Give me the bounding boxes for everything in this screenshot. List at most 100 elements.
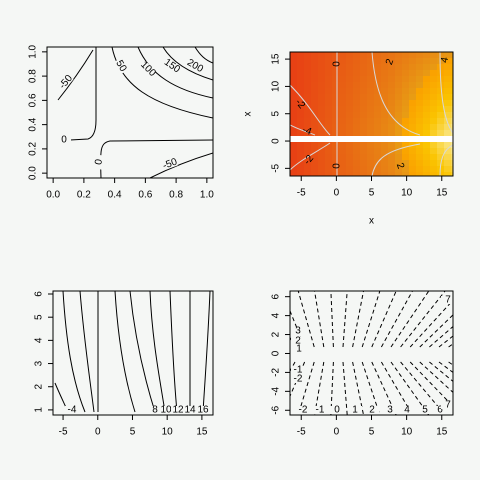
heat-cell bbox=[451, 94, 453, 101]
heat-cell bbox=[360, 160, 368, 167]
heat-cell bbox=[388, 88, 396, 95]
y-tick-label: -6 bbox=[271, 405, 282, 414]
x-tick-label: 10 bbox=[162, 427, 174, 438]
heat-cell bbox=[332, 166, 340, 173]
heat-cell bbox=[360, 52, 368, 59]
heat-cell bbox=[409, 58, 417, 65]
heat-cell bbox=[346, 106, 354, 113]
heat-cell bbox=[374, 118, 382, 125]
heat-cell bbox=[304, 124, 312, 131]
heat-cell bbox=[381, 58, 389, 65]
heat-cell bbox=[332, 64, 340, 71]
heat-cell bbox=[290, 100, 298, 107]
heat-cell bbox=[367, 130, 375, 137]
heat-cell bbox=[395, 70, 403, 77]
heat-cell bbox=[332, 94, 340, 101]
heat-cell bbox=[416, 70, 424, 77]
heat-cell bbox=[304, 100, 312, 107]
label-bg bbox=[383, 406, 397, 414]
heat-cell bbox=[318, 70, 326, 77]
heat-cell bbox=[416, 106, 424, 113]
contour-label: 4 bbox=[439, 56, 451, 64]
heat-cell bbox=[388, 52, 396, 59]
heat-cell bbox=[409, 172, 417, 176]
label-bg bbox=[140, 61, 156, 77]
contour-line bbox=[290, 84, 331, 136]
heat-cell bbox=[402, 58, 410, 65]
heat-cell bbox=[360, 100, 368, 107]
heat-cell bbox=[346, 172, 354, 176]
contour-label: 0 bbox=[332, 61, 343, 67]
contour-line bbox=[100, 139, 213, 178]
heat-cell bbox=[423, 88, 431, 95]
heat-cell bbox=[437, 88, 445, 95]
heat-cell bbox=[297, 112, 305, 119]
heat-cell bbox=[437, 148, 445, 155]
heat-cell bbox=[311, 64, 319, 71]
heat-cell bbox=[430, 82, 438, 89]
heat-cell bbox=[353, 106, 361, 113]
heat-cell bbox=[388, 100, 396, 107]
heat-cell bbox=[318, 166, 326, 173]
y-tick-label: 6 bbox=[34, 291, 45, 297]
heat-cell bbox=[423, 94, 431, 101]
heat-cell bbox=[423, 148, 431, 155]
heat-cell bbox=[402, 118, 410, 125]
contour-line bbox=[371, 291, 397, 348]
heat-cell bbox=[311, 166, 319, 173]
contour-line bbox=[361, 361, 381, 415]
heat-cell bbox=[388, 166, 396, 173]
x-tick-label: 5 bbox=[130, 427, 136, 438]
heat-cell bbox=[311, 58, 319, 65]
heat-cell bbox=[451, 106, 453, 113]
heat-cell bbox=[430, 160, 438, 167]
heat-cell bbox=[346, 64, 354, 71]
heat-cell bbox=[451, 166, 453, 173]
heat-cell bbox=[381, 172, 389, 176]
heat-cell bbox=[423, 106, 431, 113]
heat-cell bbox=[402, 82, 410, 89]
label-bg bbox=[291, 366, 305, 374]
heat-cell bbox=[332, 130, 340, 137]
heat-cell bbox=[423, 166, 431, 173]
heat-gap bbox=[290, 136, 453, 142]
heat-cell bbox=[360, 88, 368, 95]
y-tick-label: -4 bbox=[271, 386, 282, 395]
heat-cell bbox=[311, 148, 319, 155]
heat-cell bbox=[367, 82, 375, 89]
heat-cell bbox=[332, 58, 340, 65]
label-bg bbox=[296, 406, 310, 414]
heat-cell bbox=[444, 58, 452, 65]
heat-cell bbox=[332, 112, 340, 119]
heat-cell bbox=[346, 142, 354, 149]
x-tick-label: 0.2 bbox=[77, 190, 91, 201]
heat-cell bbox=[444, 166, 452, 173]
heat-cell bbox=[346, 118, 354, 125]
heat-cell bbox=[346, 58, 354, 65]
heat-cell bbox=[451, 76, 453, 83]
heat-cell bbox=[416, 160, 424, 167]
label-bg bbox=[58, 74, 74, 90]
heat-cell bbox=[311, 94, 319, 101]
contour-line bbox=[149, 291, 166, 413]
heat-cell bbox=[402, 112, 410, 119]
contour-line bbox=[290, 124, 316, 136]
heat-cell bbox=[339, 160, 347, 167]
y-tick-label: -5 bbox=[271, 163, 282, 172]
contour-line bbox=[390, 291, 430, 348]
heat-cell bbox=[290, 118, 298, 125]
heat-cell bbox=[304, 130, 312, 137]
heat-cell bbox=[290, 130, 298, 137]
heat-cell bbox=[381, 76, 389, 83]
heat-cell bbox=[346, 52, 354, 59]
heat-cell bbox=[325, 172, 333, 176]
heat-cell bbox=[297, 106, 305, 113]
heat-cell bbox=[444, 112, 452, 119]
heat-cell bbox=[423, 160, 431, 167]
y-tick-label: 6 bbox=[271, 293, 282, 299]
contour-label: -2 bbox=[299, 405, 308, 416]
heat-cell bbox=[395, 88, 403, 95]
heat-cell bbox=[402, 94, 410, 101]
heat-cell bbox=[346, 94, 354, 101]
